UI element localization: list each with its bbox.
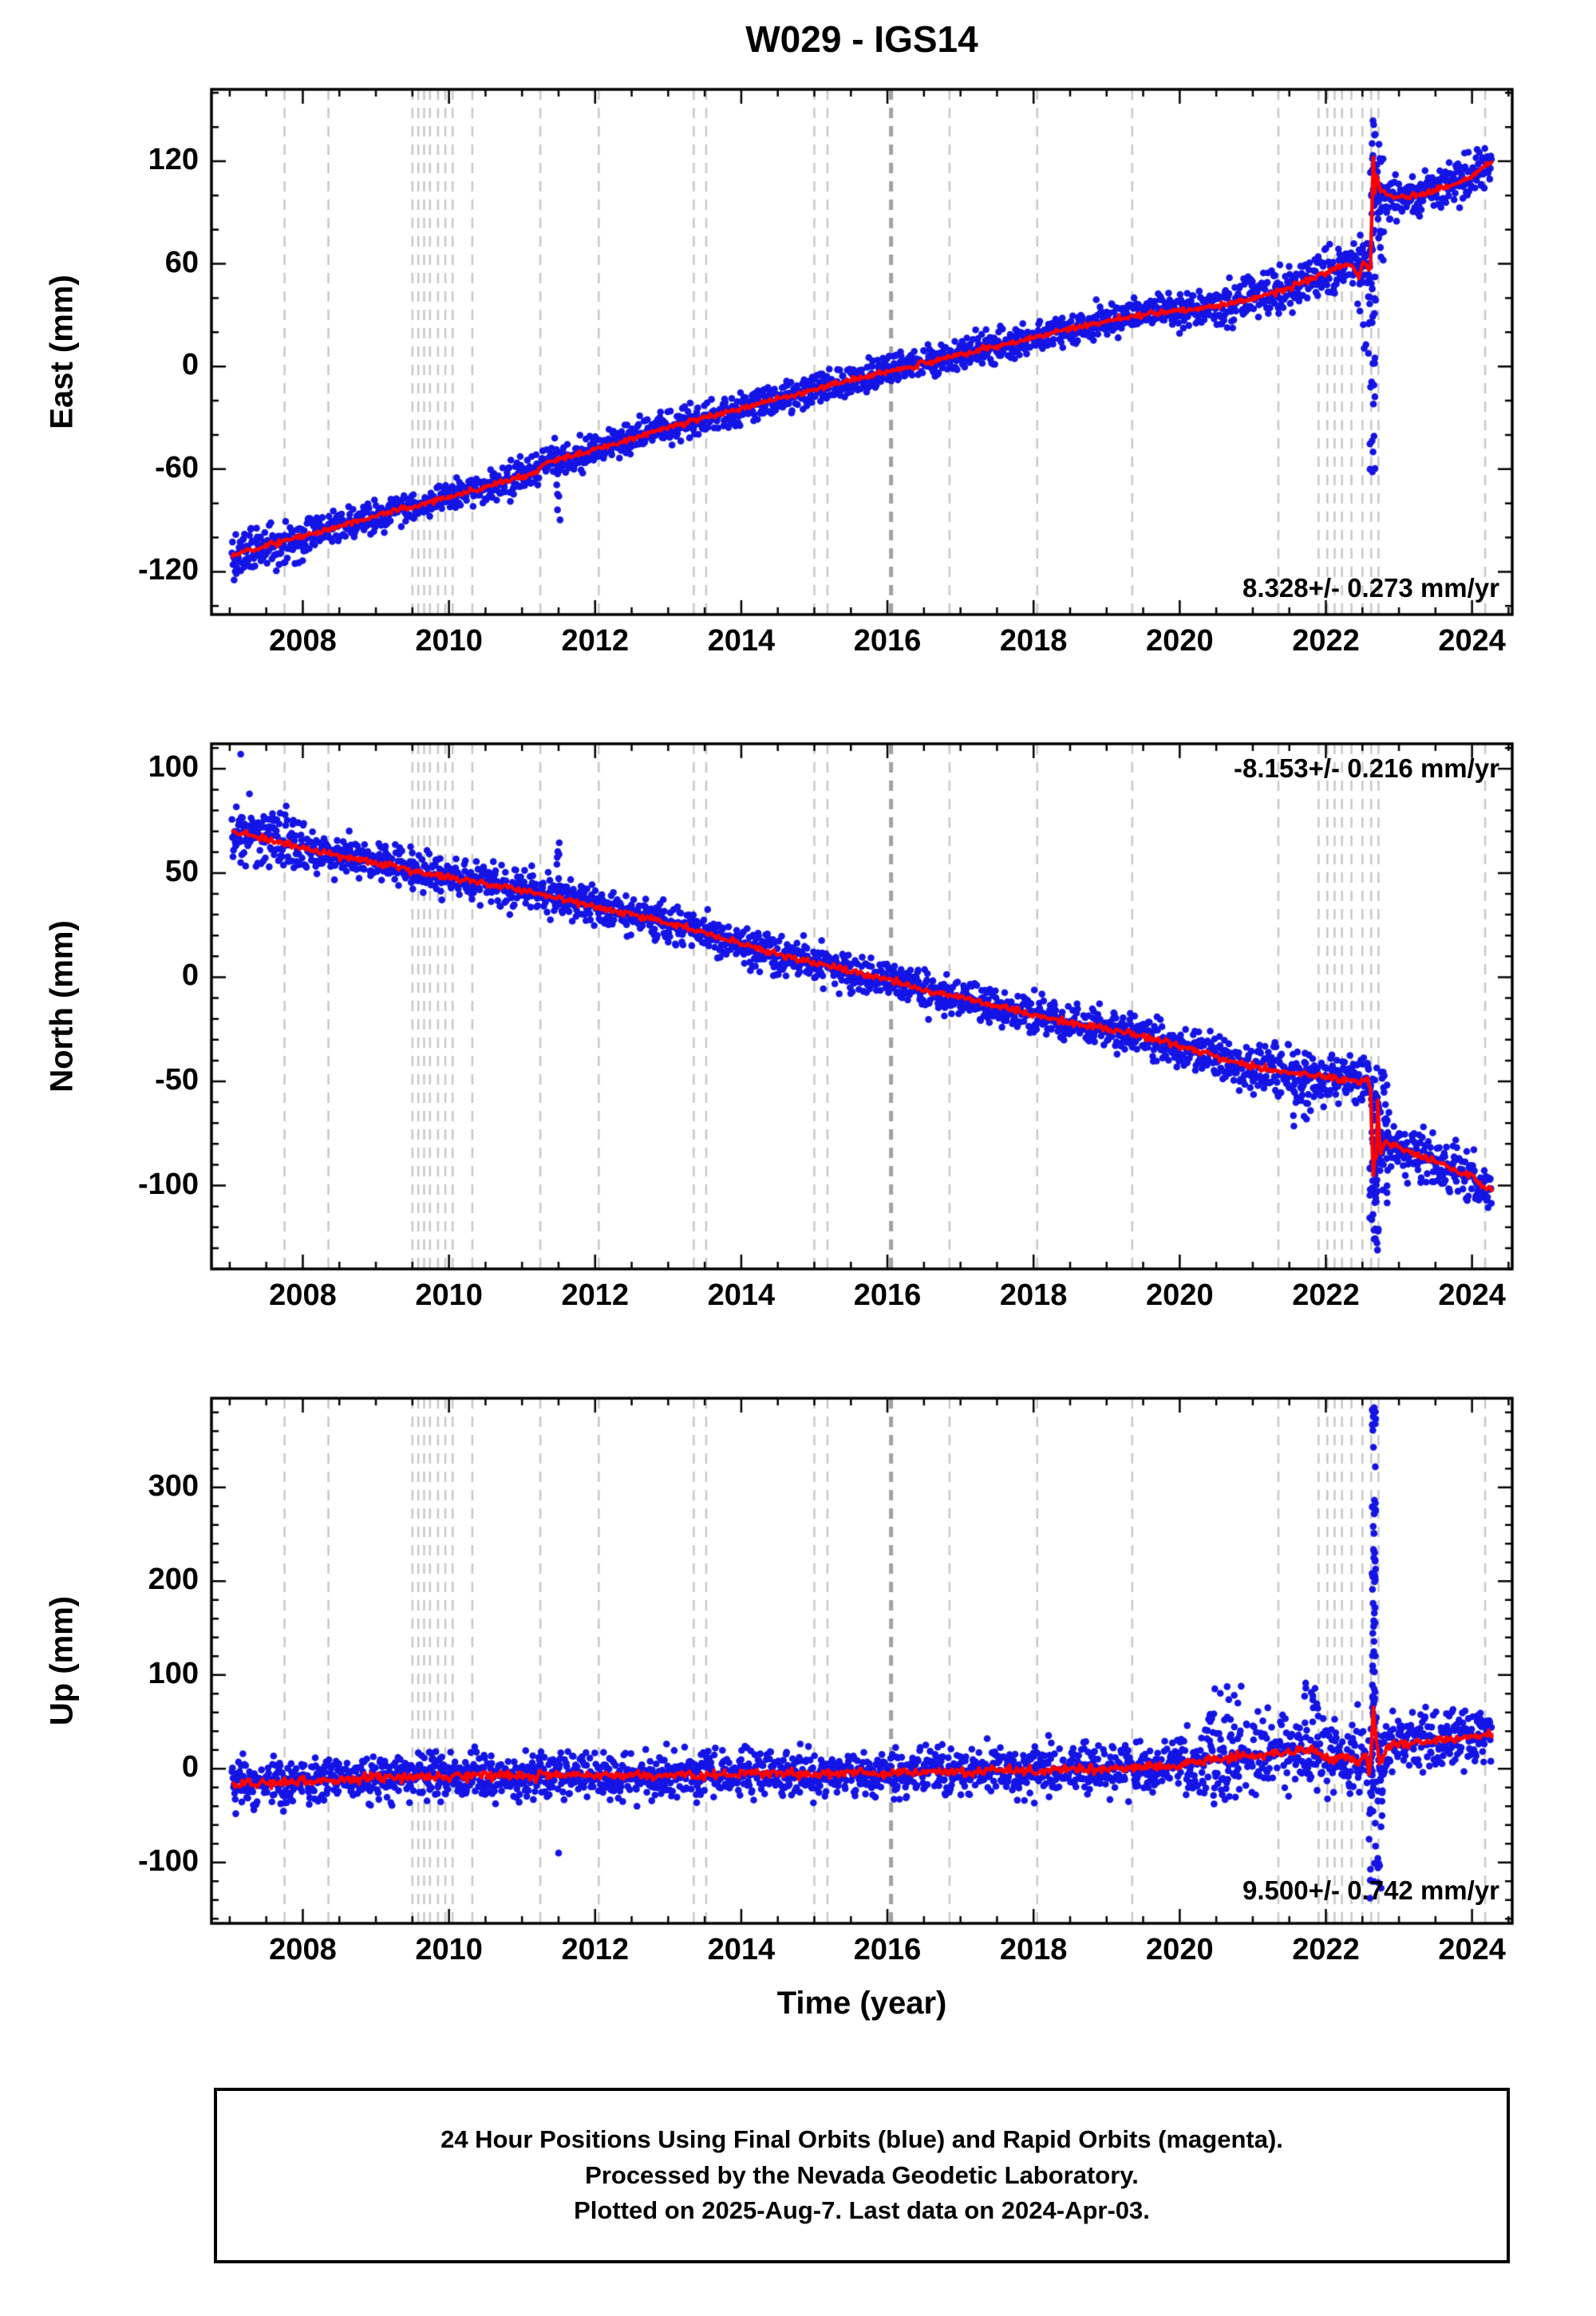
x-tick-label: 2012 [561, 1933, 630, 1966]
footer-line-3: Plotted on 2025-Aug-7. Last data on 2024… [574, 2196, 1150, 2225]
x-tick-label: 2024 [1438, 624, 1506, 658]
north-rate-annotation: -8.153+/- 0.216 mm/yr [1234, 753, 1499, 783]
y-tick-label: 60 [164, 245, 199, 279]
x-tick-label: 2016 [853, 624, 922, 658]
x-tick-label: 2008 [269, 1933, 337, 1966]
x-tick-label: 2010 [415, 1933, 483, 1966]
x-tick-label: 2018 [999, 1933, 1068, 1966]
x-tick-label: 2014 [707, 1933, 776, 1966]
x-tick-label: 2014 [707, 1279, 776, 1312]
x-tick-label: 2010 [415, 1279, 483, 1312]
x-tick-label: 2008 [269, 1279, 337, 1312]
x-tick-label: 2014 [707, 624, 776, 658]
footer-line-1: 24 Hour Positions Using Final Orbits (bl… [440, 2124, 1283, 2153]
x-tick-label: 2024 [1438, 1933, 1506, 1966]
x-tick-label: 2018 [999, 1279, 1068, 1312]
y-tick-label: 300 [148, 1468, 199, 1503]
y-tick-label: -50 [155, 1063, 199, 1097]
up-axis-label: Up (mm) [44, 1595, 80, 1726]
footer-line-2: Processed by the Nevada Geodetic Laborat… [585, 2160, 1139, 2189]
y-tick-label: 120 [148, 143, 199, 177]
y-tick-label: 50 [164, 854, 199, 888]
y-tick-label: 200 [148, 1563, 199, 1597]
east-axis-label: East (mm) [44, 275, 80, 429]
page-title: W029 - IGS14 [745, 18, 978, 60]
y-tick-label: -100 [137, 1167, 199, 1201]
y-tick-label: 100 [148, 750, 199, 785]
y-tick-label: 0 [181, 958, 199, 993]
x-tick-label: 2022 [1292, 624, 1360, 658]
footer-note-box: 24 Hour Positions Using Final Orbits (bl… [214, 2088, 1510, 2263]
x-tick-label: 2016 [853, 1933, 922, 1966]
y-tick-label: -120 [137, 553, 199, 587]
x-axis-label: Time (year) [776, 1986, 947, 2021]
x-tick-label: 2010 [415, 624, 483, 658]
x-tick-label: 2020 [1146, 624, 1214, 658]
y-tick-label: 0 [181, 1750, 199, 1784]
x-tick-label: 2022 [1292, 1279, 1360, 1312]
x-tick-label: 2018 [999, 624, 1068, 658]
x-tick-label: 2008 [269, 624, 337, 658]
y-tick-label: 100 [148, 1656, 199, 1690]
y-tick-label: -100 [137, 1844, 199, 1878]
y-tick-label: -60 [155, 450, 199, 484]
x-tick-label: 2016 [853, 1279, 922, 1312]
x-tick-label: 2022 [1292, 1933, 1360, 1966]
x-tick-label: 2024 [1438, 1279, 1506, 1312]
y-tick-label: 0 [181, 348, 199, 382]
x-tick-label: 2020 [1146, 1279, 1214, 1312]
up-rate-annotation: 9.500+/- 0.742 mm/yr [1242, 1875, 1499, 1905]
north-axis-label: North (mm) [44, 920, 80, 1093]
x-tick-label: 2012 [561, 624, 630, 658]
x-tick-label: 2012 [561, 1279, 630, 1312]
east-rate-annotation: 8.328+/- 0.273 mm/yr [1242, 573, 1499, 603]
x-tick-label: 2020 [1146, 1933, 1214, 1966]
